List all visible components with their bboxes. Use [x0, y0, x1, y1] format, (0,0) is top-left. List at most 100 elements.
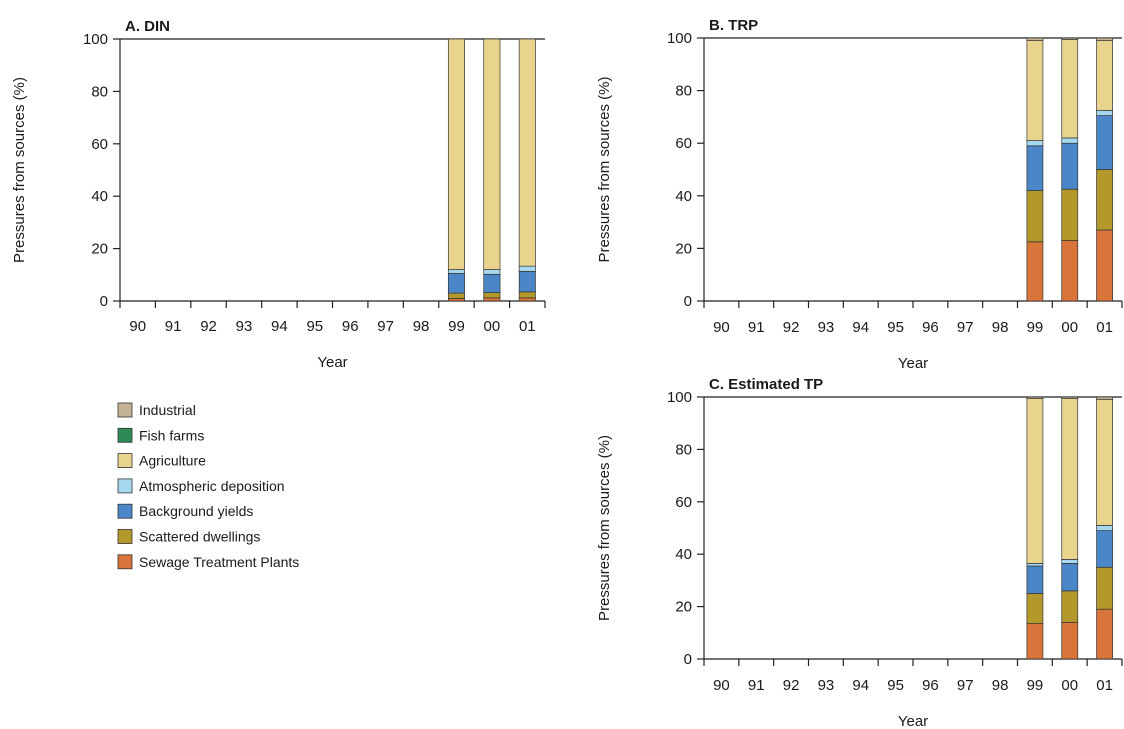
panel-b-trp-bar-background-yields-99 — [1026, 145, 1044, 191]
panel-b-trp-x-tick-label: 97 — [957, 319, 974, 336]
panel-c-estimated-tp-x-axis-label: Year — [898, 713, 928, 729]
panel-a-din-bar-scattered-dwellings-01 — [518, 291, 536, 299]
panel-c-estimated-tp-title: C. Estimated TP — [709, 376, 823, 393]
panel-a-din-x-tick-label: 92 — [200, 318, 217, 335]
panel-b-trp-bar-agriculture-01 — [1096, 40, 1113, 111]
legend-label-agriculture: Agriculture — [139, 453, 206, 469]
panel-b-trp-x-tick-label: 01 — [1096, 319, 1113, 336]
panel-a-din-bar-agriculture-00 — [483, 38, 501, 270]
panel-a-din-y-tick-label: 20 — [91, 241, 108, 258]
panel-c-estimated-tp-bar-agriculture-00 — [1061, 397, 1079, 560]
panel-c-estimated-tp-bar-agriculture-01 — [1096, 399, 1113, 526]
panel-a-din-bar-atmospheric-deposition-99 — [447, 269, 465, 274]
panel-c-estimated-tp-bar-industrial-99 — [1026, 396, 1044, 399]
panel-c-estimated-tp-x-tick-label: 90 — [713, 677, 730, 694]
panel-a-din-y-axis-label: Pressures from sources (%) — [11, 77, 28, 263]
legend-swatch-agriculture — [117, 453, 133, 469]
panel-b-trp-bar-atmospheric-deposition-01 — [1096, 109, 1113, 116]
panel-c-estimated-tp-bar-scattered-dwellings-01 — [1096, 566, 1113, 610]
panel-b-trp-x-axis-label: Year — [898, 355, 928, 372]
panel-c-estimated-tp-y-tick-label: 40 — [675, 546, 692, 563]
panel-b-trp-bar-industrial-99 — [1026, 37, 1044, 41]
panel-c-estimated-tp-bar-agriculture-99 — [1026, 397, 1044, 564]
panel-c-estimated-tp-y-tick-label: 0 — [684, 651, 692, 668]
panel-c-estimated-tp-x-tick-label: 92 — [783, 677, 800, 694]
panel-c-estimated-tp-x-tick-label: 99 — [1027, 677, 1044, 694]
panel-a-din-bar-sewage-treatment-plants-99 — [447, 298, 465, 302]
panel-c-estimated-tp-bar-sewage-treatment-plants-01 — [1096, 608, 1113, 660]
panel-c-estimated-tp-x-tick-label: 01 — [1096, 677, 1113, 694]
panel-b-trp-bar-sewage-treatment-plants-99 — [1026, 241, 1044, 302]
legend-label-industrial: Industrial — [139, 402, 196, 418]
panel-b-trp-y-tick-label: 0 — [684, 293, 692, 310]
panel-b-trp-x-tick-label: 90 — [713, 319, 730, 336]
panel-a-din-x-tick-label: 94 — [271, 318, 288, 335]
panel-a-din-bar-sewage-treatment-plants-00 — [483, 297, 501, 302]
panel-c-estimated-tp-bar-atmospheric-deposition-01 — [1096, 525, 1113, 531]
panel-b-trp-bar-scattered-dwellings-00 — [1061, 188, 1079, 241]
panel-a-din-bar-agriculture-01 — [518, 38, 536, 267]
legend-label-fish-farms: Fish farms — [139, 427, 204, 443]
panel-b-trp-bar-sewage-treatment-plants-00 — [1061, 240, 1079, 302]
panel-c-estimated-tp-y-tick-label: 20 — [675, 599, 692, 616]
panel-c-estimated-tp-bar-industrial-01 — [1096, 396, 1113, 400]
panel-b-trp-bar-agriculture-99 — [1026, 40, 1044, 141]
panel-c-estimated-tp-bar-atmospheric-deposition-00 — [1061, 559, 1079, 564]
panel-a-din-bar-atmospheric-deposition-01 — [518, 265, 536, 272]
panel-c-estimated-tp-x-tick-label: 93 — [818, 677, 835, 694]
panel-c-estimated-tp-x-tick-label: 98 — [992, 677, 1009, 694]
panel-a-din-x-tick-label: 97 — [377, 318, 394, 335]
panel-b-trp-bar-atmospheric-deposition-99 — [1026, 140, 1044, 147]
panel-c-estimated-tp-bar-sewage-treatment-plants-00 — [1061, 621, 1079, 660]
panel-a-din-x-tick-label: 91 — [165, 318, 182, 335]
panel-a-din-x-tick-label: 99 — [448, 318, 465, 335]
panel-b-trp-y-tick-label: 20 — [675, 240, 692, 257]
panel-b-trp-y-tick-label: 100 — [667, 30, 692, 47]
panel-b-trp-bar-background-yields-01 — [1096, 115, 1113, 170]
panel-a-din-x-tick-label: 96 — [342, 318, 359, 335]
panel-c-estimated-tp-bar-scattered-dwellings-99 — [1026, 593, 1044, 624]
panel-a-din-bar-background-yields-00 — [483, 273, 501, 293]
panel-a-din-y-tick-label: 40 — [91, 188, 108, 205]
panel-a-din-title: A. DIN — [125, 18, 170, 35]
panel-a-din-x-tick-label: 93 — [236, 318, 253, 335]
panel-a-din-x-tick-label: 98 — [413, 318, 430, 335]
panel-b-trp-y-tick-label: 80 — [675, 83, 692, 100]
legend-label-background-yields: Background yields — [139, 503, 253, 519]
panel-c-estimated-tp-bar-background-yields-99 — [1026, 565, 1044, 594]
panel-c-estimated-tp-x-tick-label: 95 — [887, 677, 904, 694]
panel-a-din-x-axis-label: Year — [317, 354, 347, 371]
panel-c-estimated-tp-y-tick-label: 80 — [675, 441, 692, 458]
panel-a-din-bar-sewage-treatment-plants-01 — [518, 297, 536, 302]
panel-c-estimated-tp-bar-industrial-00 — [1061, 396, 1079, 399]
panel-a-din-y-tick-label: 60 — [91, 136, 108, 153]
legend-swatch-scattered-dwellings — [117, 529, 133, 544]
panel-c-estimated-tp-bar-scattered-dwellings-00 — [1061, 590, 1079, 623]
panel-c-estimated-tp-y-tick-label: 100 — [667, 389, 692, 406]
panel-b-trp-x-tick-label: 94 — [852, 319, 869, 336]
panel-b-trp-x-tick-label: 00 — [1061, 319, 1078, 336]
panel-c-estimated-tp-y-axis-label: Pressures from sources (%) — [596, 435, 613, 621]
legend-label-atmospheric-deposition: Atmospheric deposition — [139, 478, 285, 494]
panel-a-din-x-tick-label: 01 — [519, 318, 536, 335]
panel-a-din-y-tick-label: 100 — [83, 31, 108, 48]
panel-a-din-bar-background-yields-01 — [518, 271, 536, 293]
panel-b-trp-bar-scattered-dwellings-99 — [1026, 190, 1044, 243]
panel-a-din-x-tick-label: 00 — [484, 318, 501, 335]
panel-c-estimated-tp-x-tick-label: 94 — [852, 677, 869, 694]
panel-b-trp-bar-atmospheric-deposition-00 — [1061, 137, 1079, 144]
panel-a-din-bar-scattered-dwellings-99 — [447, 292, 465, 299]
panel-c-estimated-tp-x-tick-label: 00 — [1061, 677, 1078, 694]
panel-b-trp-x-tick-label: 96 — [922, 319, 939, 336]
panel-b-trp-bar-industrial-01 — [1096, 37, 1113, 41]
panel-a-din-bar-atmospheric-deposition-00 — [483, 269, 501, 275]
panel-b-trp-x-tick-label: 95 — [887, 319, 904, 336]
panel-c-estimated-tp-bar-atmospheric-deposition-99 — [1026, 563, 1044, 567]
panel-b-trp-bar-background-yields-00 — [1061, 142, 1079, 190]
panel-a-din-bar-background-yields-99 — [447, 273, 465, 294]
panel-b-trp-bar-scattered-dwellings-01 — [1096, 169, 1113, 231]
panel-b-trp-bar-agriculture-00 — [1061, 38, 1079, 139]
panel-b-trp-x-tick-label: 93 — [818, 319, 835, 336]
panel-a-din-x-tick-label: 95 — [306, 318, 323, 335]
